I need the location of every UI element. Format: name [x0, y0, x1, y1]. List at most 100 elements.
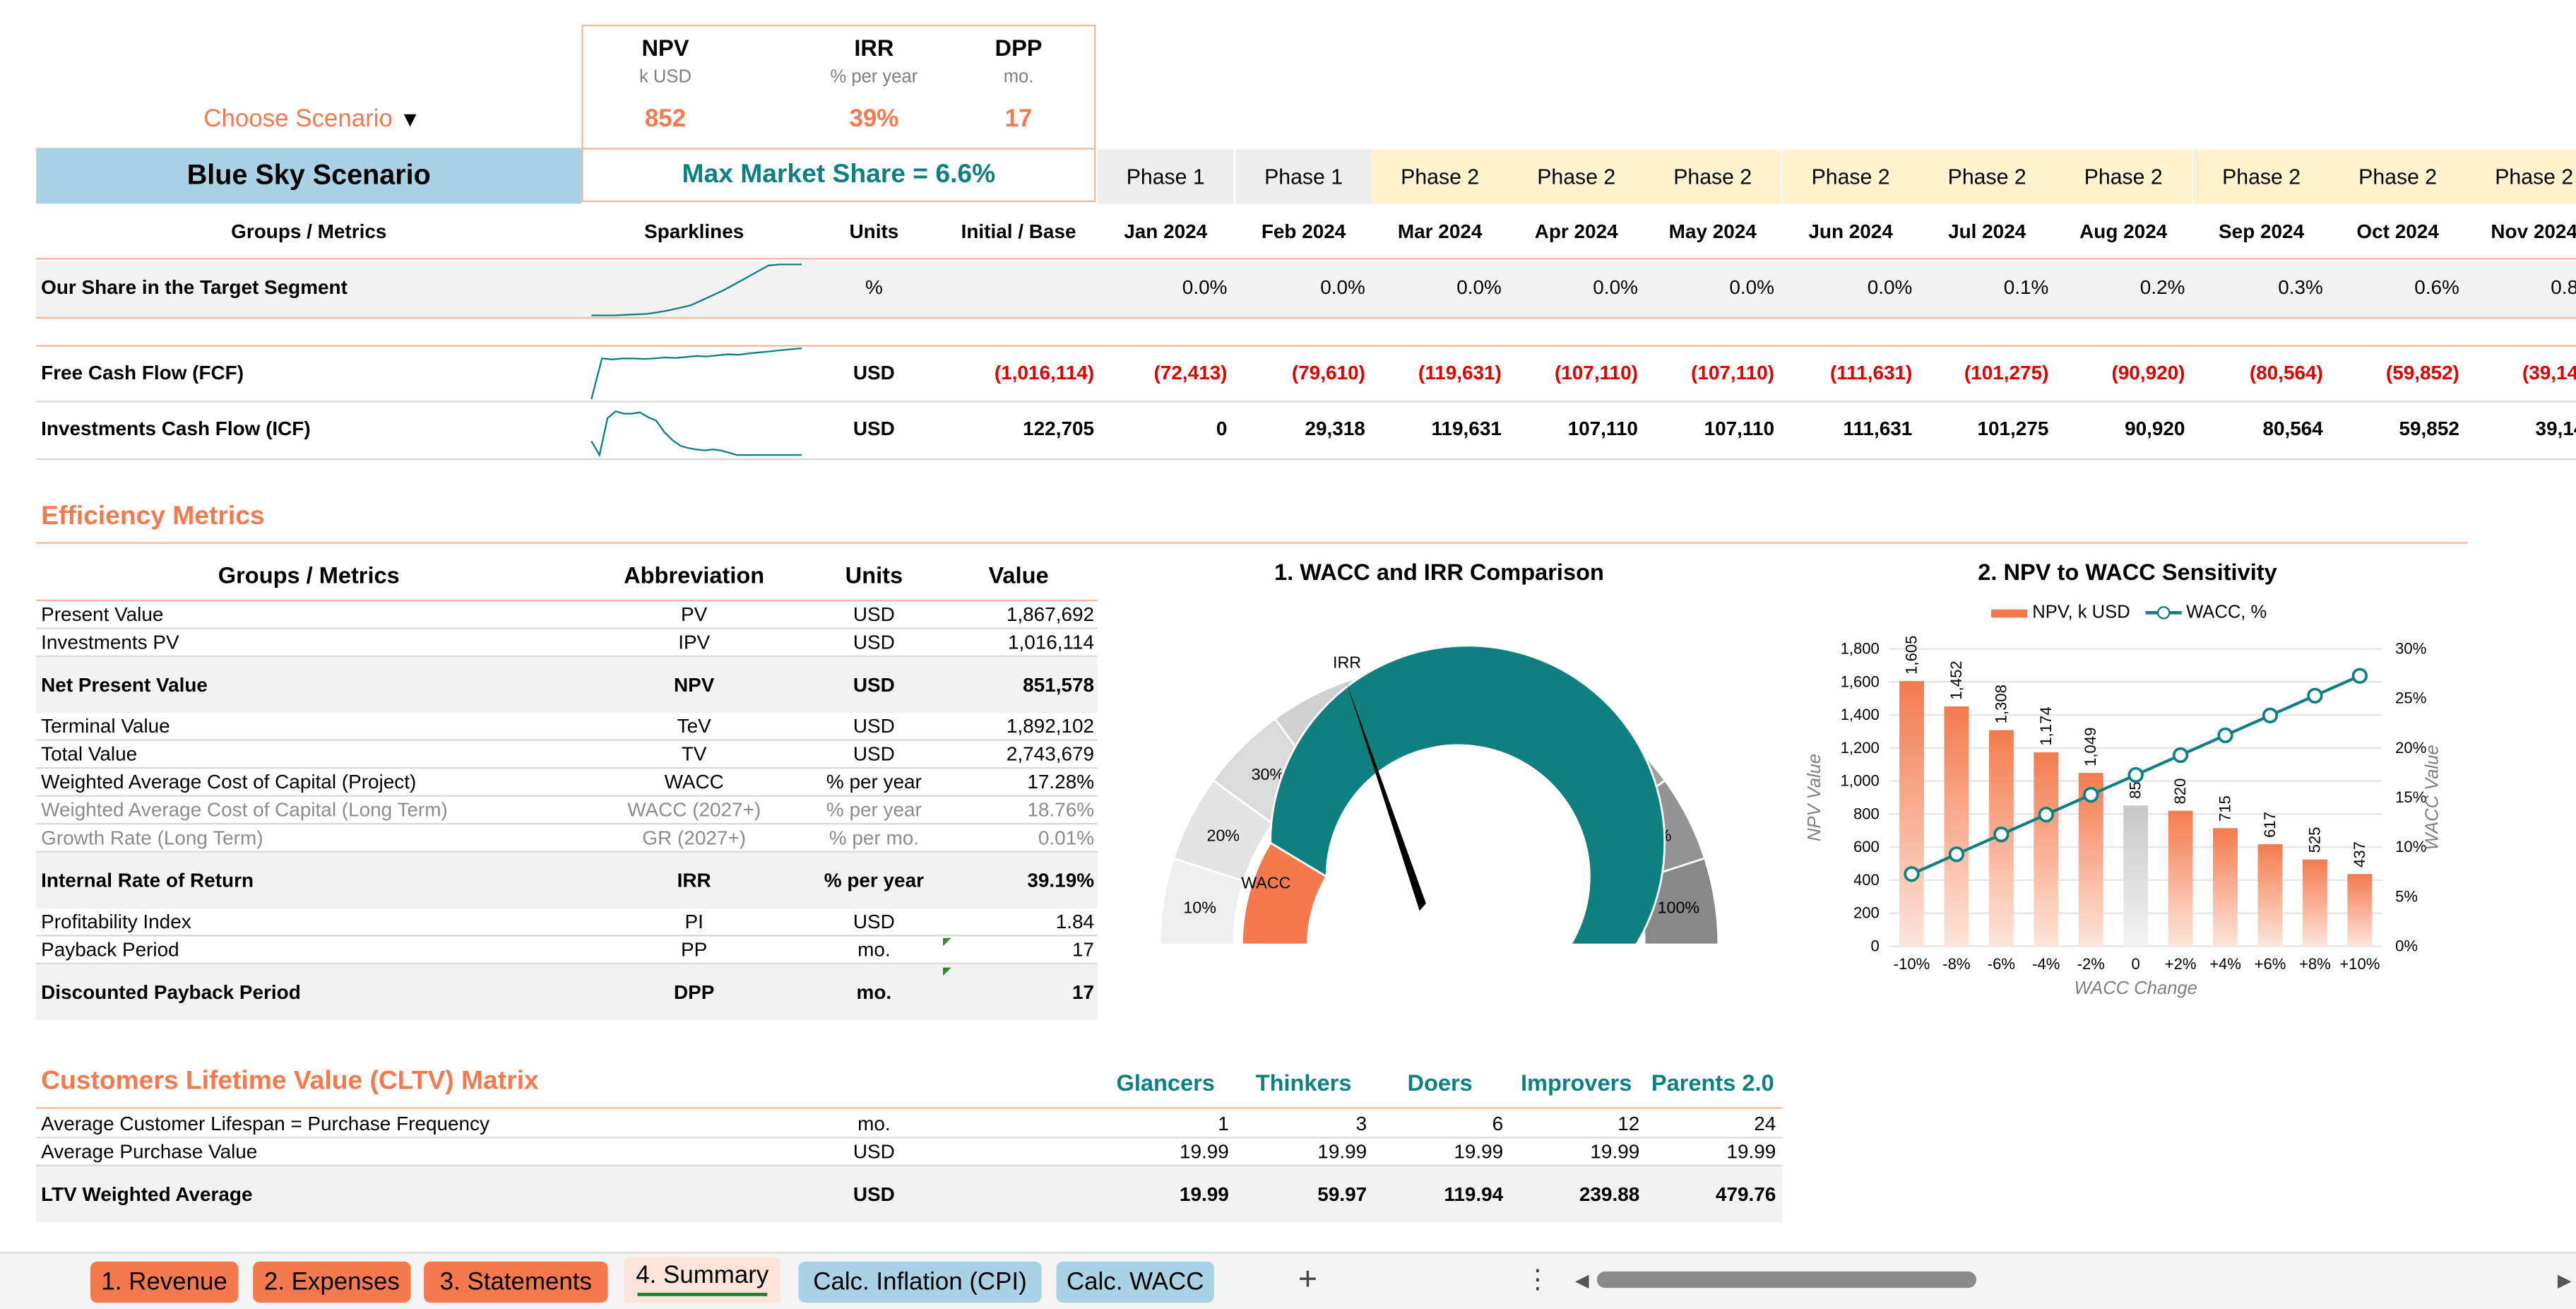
chart-wacc-point-7 — [2217, 727, 2233, 744]
cltv-row-2-cell-2: 119.94 — [1444, 1182, 1504, 1205]
phase-10: Phase 2 — [2466, 149, 2576, 204]
cltv-segment-3: Improvers — [1520, 1069, 1632, 1096]
eff-row-10-abbr: PP — [681, 937, 708, 961]
eff-row-3-line — [36, 739, 1098, 741]
row-2-units: USD — [853, 417, 895, 441]
chart-y2label: WACC Value — [2423, 745, 2443, 850]
phase-6: Phase 2 — [1918, 149, 2055, 204]
row-1-initial: (1,016,114) — [994, 361, 1095, 385]
eff-row-6-label: Weighted Average Cost of Capital (Long T… — [41, 798, 448, 822]
eff-row-6-line — [36, 823, 1098, 825]
eff-row-8-value: 39.19% — [1027, 867, 1095, 892]
col-units: Units — [849, 220, 899, 244]
chart-bar-10 — [2347, 874, 2373, 947]
scroll-left-icon[interactable]: ◀ — [1574, 1271, 1589, 1291]
sheet-tab-4[interactable]: Calc. Inflation (CPI) — [798, 1261, 1042, 1303]
row-2-cell-6: 101,275 — [1977, 417, 2049, 441]
phase-2: Phase 2 — [1372, 149, 1509, 204]
choose-scenario-dropdown[interactable]: Choose Scenario ▼ — [165, 105, 461, 135]
col-month-10: Nov 2024 — [2491, 220, 2576, 244]
row-0-cell-3: 0.0% — [1593, 276, 1638, 300]
chart-xtick-1: -8% — [1942, 955, 1970, 973]
eff-row-11-value: 17 — [1072, 980, 1095, 1003]
kpi-0-unit: k USD — [639, 67, 692, 88]
eff-row-0-abbr: PV — [681, 603, 708, 626]
eff-row-11-abbr: DPP — [673, 980, 715, 1003]
row-2-cell-1: 29,318 — [1305, 417, 1365, 441]
eff-row-5-label: Weighted Average Cost of Capital (Projec… — [41, 770, 417, 794]
row-1-units: USD — [853, 361, 895, 385]
chart-y2tick-6: 30% — [2395, 640, 2426, 658]
cltv-row-1-label: Average Purchase Value — [41, 1139, 258, 1163]
row-1-cell-3: (107,110) — [1554, 361, 1638, 385]
row-0-cell-2: 0.0% — [1456, 276, 1502, 300]
phase-7: Phase 2 — [2055, 149, 2192, 204]
eff-row-8-units: % per year — [824, 867, 924, 892]
eff-row-2-value: 851,578 — [1023, 673, 1095, 696]
eff-row-8-band — [36, 852, 1098, 908]
row-1-cell-9: (59,852) — [2385, 361, 2459, 385]
add-sheet-button[interactable]: + — [1298, 1261, 1318, 1298]
cltv-row-2-cell-0: 19.99 — [1179, 1182, 1229, 1205]
row-0-cell-5: 0.0% — [1867, 276, 1913, 300]
eff-row-1-line — [36, 655, 1098, 658]
eff-row-9-units: USD — [853, 910, 895, 933]
sheet-tab-0[interactable]: 1. Revenue — [90, 1261, 239, 1303]
row-2-cell-8: 80,564 — [2262, 417, 2323, 441]
chart-ytick-9: 1,800 — [1841, 640, 1880, 658]
cltv-row-1-cell-4: 19.99 — [1726, 1139, 1776, 1163]
chart-xlabel: WACC Change — [2074, 978, 2197, 998]
more-options-icon[interactable]: ⋮ — [1524, 1266, 1551, 1295]
sheet-tab-1[interactable]: 2. Expenses — [253, 1261, 411, 1303]
chart-bar-label-6: 820 — [2171, 778, 2189, 805]
gauge-tick-2: 30% — [1252, 765, 1285, 783]
sheet-tab-2[interactable]: 3. Statements — [424, 1261, 608, 1303]
kpi-0-value: 852 — [644, 105, 687, 134]
horizontal-scrollbar[interactable] — [1596, 1271, 1977, 1289]
scroll-right-icon[interactable]: ▶ — [2557, 1271, 2572, 1291]
eff-row-4-units: USD — [853, 742, 895, 766]
row-1-cell-10: (39,140) — [2522, 361, 2576, 385]
row-1-cell-6: (101,275) — [1964, 361, 2049, 385]
eff-row-3-abbr: TeV — [677, 714, 711, 738]
col-month-1: Feb 2024 — [1261, 220, 1346, 244]
efficiency-title: Efficiency Metrics — [41, 502, 265, 531]
eff-row-6-value: 18.76% — [1027, 798, 1095, 822]
cltv-row-2-band — [36, 1166, 1783, 1223]
chart-xtick-6: +2% — [2165, 955, 2197, 973]
cltv-row-2-label: LTV Weighted Average — [41, 1182, 253, 1205]
chart-y2tick-2: 10% — [2395, 838, 2426, 855]
efficiency-title-underline — [36, 542, 2468, 544]
eff-row-0-units: USD — [853, 603, 895, 626]
chart-bar-9 — [2302, 859, 2327, 947]
chart-bar-label-7: 715 — [2216, 795, 2234, 822]
row-1-cell-1: (79,610) — [1291, 361, 1365, 385]
col-sparklines: Sparklines — [644, 220, 744, 244]
gauge-irr-needle — [1346, 681, 1426, 911]
header-separator — [36, 258, 2576, 260]
share-row-separator — [36, 316, 2576, 319]
chart-bar-label-8: 617 — [2261, 812, 2279, 838]
sheet-tab-5[interactable]: Calc. WACC — [1056, 1261, 1214, 1303]
col-month-0: Jan 2024 — [1124, 220, 1208, 244]
chart-y2tick-1: 5% — [2395, 887, 2418, 905]
eff-row-6-units: % per year — [826, 798, 922, 822]
cltv-row-1-line — [36, 1164, 1783, 1167]
chart-ytick-5: 1,000 — [1841, 772, 1880, 790]
sheet-tab-3[interactable]: 4. Summary — [624, 1256, 780, 1303]
chart-wacc-point-9 — [2307, 687, 2323, 704]
chart-ytick-8: 1,600 — [1841, 673, 1880, 690]
kpi-2-name: DPP — [995, 34, 1043, 61]
row-0-cell-9: 0.6% — [2414, 276, 2459, 300]
gauge-tick-0: 10% — [1183, 899, 1216, 917]
row-1-cell-2: (119,631) — [1418, 361, 1502, 385]
row-2-cell-0: 0 — [1216, 417, 1228, 441]
legend-line-swatch — [2144, 606, 2181, 620]
cltv-row-1-cell-3: 19.99 — [1590, 1139, 1640, 1163]
row-0-cell-8: 0.3% — [2278, 276, 2323, 300]
eff-row-10-label: Payback Period — [41, 937, 179, 961]
cltv-row-1-cell-2: 19.99 — [1454, 1139, 1504, 1163]
chart-bar-label-3: 1,174 — [2037, 706, 2055, 745]
eff-row-3-units: USD — [853, 714, 895, 738]
kpi-1-name: IRR — [854, 34, 894, 61]
